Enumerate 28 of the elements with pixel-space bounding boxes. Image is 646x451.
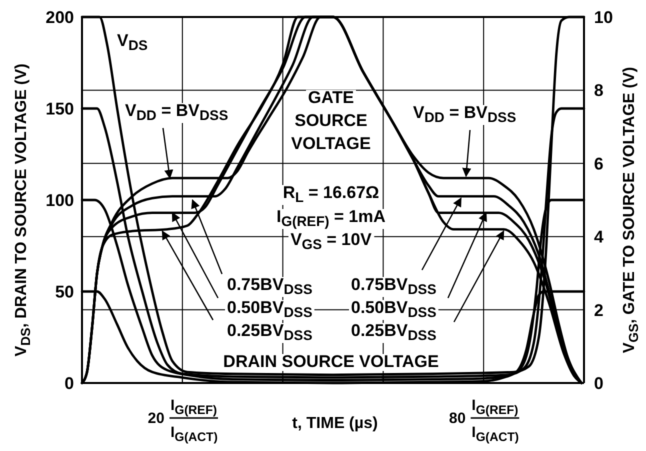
- y-tick-label: 100: [46, 191, 74, 210]
- annotation: V$_{GS}$ = 10V: [290, 230, 372, 252]
- x-tick-label: 20 I$_{G(REF)}$ I$_{G(ACT)}$: [148, 397, 218, 444]
- y2-tick-label: 10: [594, 8, 613, 27]
- y-tick-label: 50: [55, 282, 74, 302]
- annotation: 0.25BV$_{DSS}$: [227, 321, 312, 343]
- x-tick-label: 80 I$_{G(REF)}$ I$_{G(ACT)}$: [448, 397, 519, 444]
- x-axis-title: t, TIME (µs): [292, 415, 378, 432]
- annotation: 0.75BV$_{DSS}$: [227, 275, 312, 297]
- y-tick-label: 150: [46, 100, 74, 118]
- annotation: DRAIN SOURCE VOLTAGE: [223, 352, 439, 371]
- y2-tick-label: 8: [594, 81, 604, 100]
- annotation: V$_{DD}$ = BV$_{DSS}$: [125, 101, 228, 123]
- annotation: 0.50BV$_{DSS}$: [227, 298, 312, 320]
- annotation: I$_{G(REF)}$ = 1mA: [276, 207, 386, 229]
- annotation: R$_{L}$ = 16.67Ω: [282, 183, 380, 205]
- y-tick-label: 200: [46, 8, 74, 27]
- y2-tick-label: 0: [594, 374, 604, 393]
- y2-tick-label: 2: [594, 300, 604, 320]
- y2-tick-label: 6: [594, 154, 604, 174]
- annotation: 0.50BV$_{DSS}$: [351, 298, 436, 320]
- annotation: 0.75BV$_{DSS}$: [351, 275, 436, 297]
- y2-tick-label: 4: [594, 228, 604, 247]
- annotation: GATE SOURCE VOLTAGE: [291, 88, 371, 153]
- annotation: 0.25BV$_{DSS}$: [351, 321, 436, 343]
- annotation: V$_{DD}$ = BV$_{DSS}$: [413, 103, 516, 125]
- annotation: V$_{DS}$: [117, 31, 148, 53]
- y-tick-label: 0: [64, 374, 74, 393]
